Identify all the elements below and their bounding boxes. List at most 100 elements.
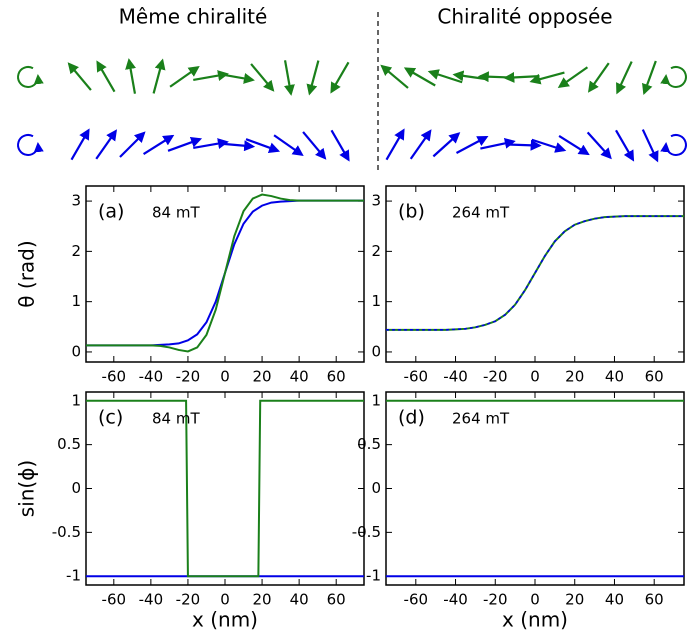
spin-arrow (283, 60, 295, 96)
spin-arrow (432, 132, 461, 158)
y-tick-label: 1 (371, 391, 381, 409)
y-tick-label: 2 (71, 242, 81, 260)
field-label: 264 mT (452, 204, 510, 222)
x-tick-label: -20 (483, 591, 508, 609)
spin-arrow (306, 60, 320, 96)
rotation-icon (660, 133, 687, 156)
x-tick-label: 0 (530, 368, 540, 386)
x-tick-label: -60 (102, 591, 127, 609)
x-tick-label: -40 (443, 368, 468, 386)
spin-arrow (529, 71, 565, 85)
plot-frame (385, 391, 685, 586)
panel: -60 -40 -20 0 20 40 60 1 0.5 0 -0.5 -1 (c) 84 mT sin(ϕ… (15, 391, 365, 632)
column-header: Même chiralité (119, 5, 268, 29)
x-tick-label: -20 (176, 368, 201, 386)
data-line (386, 215, 684, 331)
spin-arrow (385, 128, 405, 161)
y-tick-label: 0.5 (57, 435, 81, 453)
x-tick-label: -20 (483, 368, 508, 386)
rotation-icon (17, 65, 44, 88)
data-line (386, 215, 684, 331)
column-header: Chiralité opposée (437, 5, 612, 29)
spin-arrow (615, 129, 635, 162)
y-axis-label: sin(ϕ) (15, 460, 39, 517)
panel: -60 -40 -20 0 20 40 60 1 0.5 0 -0.5 -1 (d) 264 mT x (n… (352, 391, 685, 632)
y-axis-label: θ (rad) (15, 240, 39, 307)
field-label: 84 mT (152, 204, 200, 222)
y-tick-label: 2 (371, 242, 381, 260)
spin-arrow (409, 129, 432, 160)
spin-arrow (152, 58, 166, 94)
x-tick-label: 20 (565, 591, 584, 609)
spin-arrow (167, 137, 203, 152)
spin-arrow (642, 60, 657, 96)
x-tick-label: 20 (253, 591, 272, 609)
field-label: 264 mT (452, 410, 510, 428)
x-tick-label: 40 (605, 368, 624, 386)
y-tick-label: 1 (371, 292, 381, 310)
spin-arrow (119, 131, 146, 158)
x-axis-label: x (nm) (502, 608, 568, 632)
x-tick-label: -60 (102, 368, 127, 386)
x-tick-label: -60 (404, 368, 429, 386)
rotation-icon (660, 65, 687, 88)
spin-arrow (403, 67, 436, 87)
y-tick-label: 0 (71, 342, 81, 360)
x-tick-label: 40 (290, 368, 309, 386)
data-line (86, 399, 364, 578)
x-tick-label: 0 (220, 368, 230, 386)
spin-arrow (143, 134, 175, 155)
x-tick-label: 60 (645, 591, 664, 609)
field-label: 84 mT (152, 410, 200, 428)
spin-arrow (427, 69, 463, 84)
y-tick-label: -0.5 (352, 523, 381, 541)
panel: -60 -40 -20 0 20 40 60 0 1 2 3 (a) 84 mT θ (rad) (15, 185, 365, 386)
x-axis-label: x (nm) (192, 608, 258, 632)
spin-arrow (273, 134, 304, 157)
x-tick-label: -20 (176, 591, 201, 609)
y-tick-label: -1 (66, 567, 81, 585)
y-tick-label: 1 (71, 391, 81, 409)
spin-arrow (250, 63, 275, 92)
y-tick-label: -0.5 (52, 523, 81, 541)
spin-arrow (302, 131, 327, 160)
y-tick-label: -1 (366, 567, 381, 585)
spin-arrow (67, 62, 92, 91)
spin-arrow (557, 66, 589, 89)
x-tick-label: 20 (565, 368, 584, 386)
y-tick-label: 0 (71, 479, 81, 497)
x-tick-label: -60 (404, 591, 429, 609)
y-tick-label: 0.5 (357, 435, 381, 453)
data-line (86, 193, 364, 353)
x-tick-label: 0 (220, 591, 230, 609)
spin-arrow (586, 131, 612, 160)
y-tick-label: 1 (71, 292, 81, 310)
x-tick-label: -40 (139, 368, 164, 386)
spin-arrow (641, 129, 659, 163)
spin-arrow (531, 138, 567, 153)
panel-label: (d) (398, 407, 425, 429)
spin-arrow (505, 139, 542, 151)
spin-arrow (245, 138, 281, 153)
spin-arrow (70, 128, 90, 161)
panel-label: (c) (98, 407, 123, 429)
panel: -60 -40 -20 0 20 40 60 0 1 2 3 (b) 264 mT (371, 185, 685, 386)
x-tick-label: 0 (530, 591, 540, 609)
y-tick-label: 3 (71, 192, 81, 210)
x-tick-label: 60 (327, 591, 346, 609)
spin-arrows (17, 58, 687, 163)
panel-label: (b) (398, 201, 425, 223)
y-tick-label: 0 (371, 342, 381, 360)
spin-arrow (480, 137, 516, 150)
panel-label: (a) (98, 201, 124, 223)
x-tick-label: 60 (645, 368, 664, 386)
spin-arrow (95, 129, 118, 160)
x-tick-label: 40 (605, 591, 624, 609)
plot-frame (85, 391, 365, 586)
x-tick-label: -40 (443, 591, 468, 609)
spin-arrow (558, 135, 590, 156)
spin-arrow (330, 61, 350, 94)
y-tick-label: 0 (371, 479, 381, 497)
spin-arrow (219, 72, 255, 84)
